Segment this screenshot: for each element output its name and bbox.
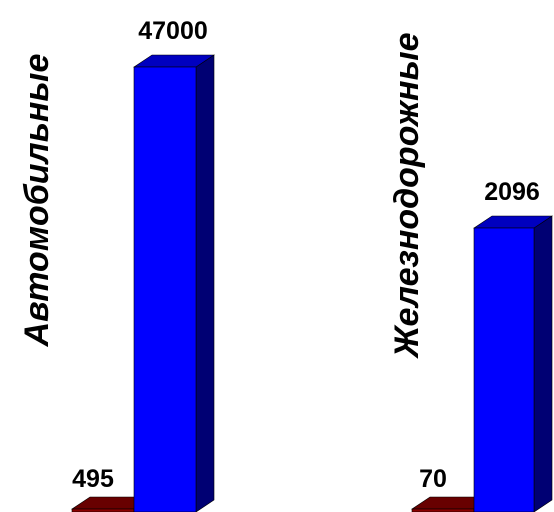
- bar-large-side: [195, 54, 215, 512]
- bar-large-front: [133, 66, 197, 512]
- bar-large: [133, 54, 215, 512]
- category-label: Железнодорожные: [388, 32, 426, 359]
- bar-group-2: Железнодорожные 70 2096: [388, 32, 553, 512]
- data-label-large: 2096: [484, 178, 540, 206]
- bar-group-1: Автомобильные 495 47000: [18, 17, 215, 512]
- bar-large-front: [473, 227, 535, 512]
- bar-large-side: [533, 215, 553, 512]
- data-label-large: 47000: [138, 17, 208, 45]
- data-label-small: 495: [72, 465, 114, 493]
- category-label: Автомобильные: [18, 54, 56, 348]
- bar-large: [473, 215, 553, 512]
- chart-groups: Автомобильные 495 47000 Железнодорожные 70 20…: [18, 17, 553, 512]
- data-label-small: 70: [419, 465, 447, 493]
